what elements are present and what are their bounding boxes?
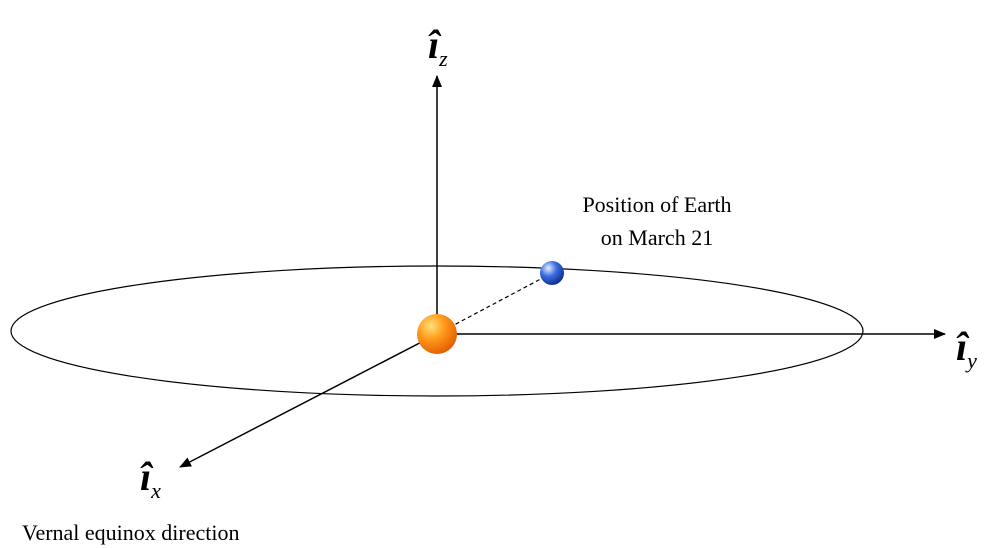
earth-label-line: Position of Earth: [582, 192, 731, 217]
x-axis: [179, 333, 438, 468]
x-axis-label: îx: [140, 454, 161, 503]
y-axis-label: îy: [956, 324, 977, 373]
sun: [417, 314, 457, 354]
sun-earth-line: [436, 272, 553, 335]
earth: [540, 261, 564, 285]
earth-label-line: on March 21: [601, 225, 713, 250]
x-axis-caption: Vernal equinox direction: [22, 520, 240, 545]
z-axis-label: îz: [428, 22, 448, 71]
